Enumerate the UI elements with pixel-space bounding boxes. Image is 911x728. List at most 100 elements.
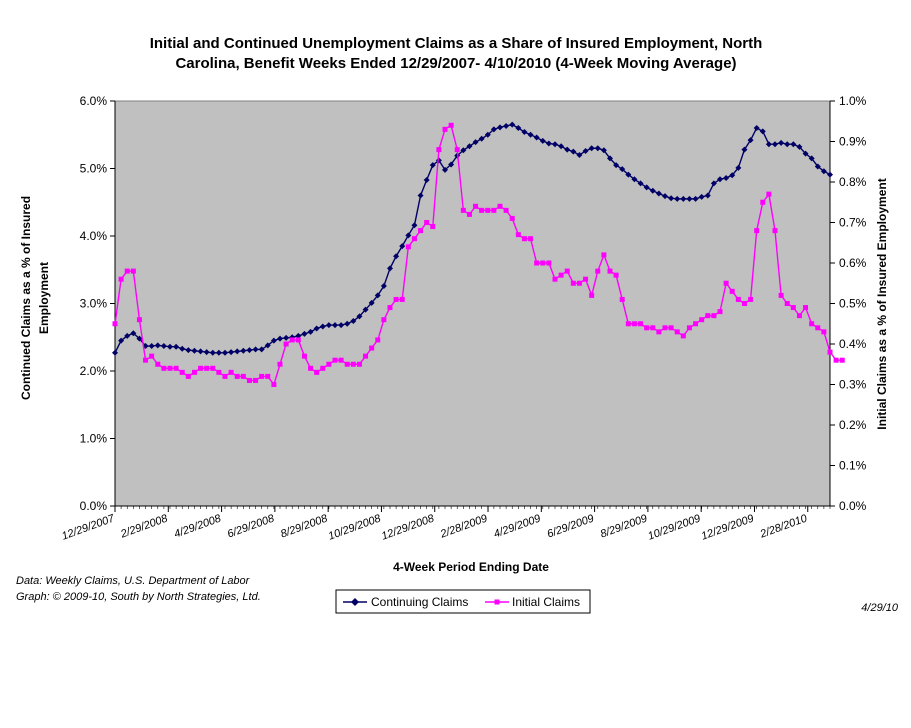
data-point	[656, 329, 662, 335]
data-point	[307, 328, 314, 335]
left-tick-label: 4.0%	[80, 229, 108, 243]
data-point	[173, 365, 179, 371]
data-point	[246, 347, 253, 354]
data-point	[411, 236, 417, 242]
source-note: Data: Weekly Claims, U.S. Department of …	[16, 575, 251, 587]
data-point	[191, 369, 197, 375]
data-point	[472, 139, 479, 146]
data-point	[185, 373, 191, 379]
data-point	[827, 171, 833, 178]
data-point	[527, 131, 534, 138]
data-point	[528, 236, 534, 242]
x-tick-label: 8/29/2008	[279, 512, 330, 540]
data-point	[124, 332, 131, 339]
data-point	[747, 137, 754, 144]
data-point	[387, 265, 393, 272]
data-point	[820, 168, 827, 175]
data-point	[637, 180, 644, 187]
data-point	[570, 148, 577, 155]
data-point	[264, 342, 271, 349]
data-point	[491, 207, 497, 213]
data-point	[772, 228, 778, 234]
data-point	[380, 282, 387, 289]
data-point	[325, 322, 332, 329]
data-point	[564, 268, 570, 274]
data-point	[295, 332, 302, 339]
data-point	[625, 321, 631, 327]
data-point	[283, 334, 290, 341]
data-point	[259, 373, 265, 379]
data-point	[479, 207, 485, 213]
data-point	[313, 325, 320, 332]
data-point	[167, 365, 173, 371]
data-point	[197, 348, 204, 355]
data-point	[136, 335, 143, 342]
data-point	[497, 203, 503, 209]
data-point	[796, 313, 802, 319]
data-point	[521, 129, 528, 136]
data-point	[515, 125, 522, 131]
data-point	[350, 361, 356, 367]
data-point	[759, 128, 766, 135]
data-point	[619, 166, 626, 173]
data-point	[191, 347, 198, 354]
data-point	[148, 343, 155, 350]
data-point	[680, 333, 686, 339]
data-point	[649, 187, 656, 194]
right-tick-label: 0.5%	[839, 297, 867, 311]
data-point	[362, 306, 369, 313]
data-point	[473, 203, 479, 209]
data-point	[662, 193, 668, 200]
x-axis-label: 4-Week Period Ending Date	[393, 560, 549, 574]
data-point	[198, 365, 204, 371]
data-point	[619, 296, 625, 302]
data-point	[485, 207, 491, 213]
data-point	[484, 131, 491, 138]
data-point	[723, 280, 729, 286]
data-point	[545, 140, 552, 147]
right-tick-label: 0.6%	[839, 256, 867, 270]
data-point	[283, 341, 289, 347]
chart-title-line-1: Initial and Continued Unemployment Claim…	[150, 35, 763, 52]
data-point	[753, 125, 760, 131]
data-point	[160, 343, 167, 350]
left-tick-label: 5.0%	[80, 162, 108, 176]
data-point	[448, 161, 455, 168]
data-point	[814, 163, 821, 170]
data-point	[546, 260, 552, 266]
data-point	[711, 313, 717, 319]
right-y-axis: 0.0% 0.1% 0.2% 0.3% 0.4% 0.5% 0.6% 0.7% 0.8% 0.9%…	[829, 94, 867, 513]
data-point	[600, 147, 607, 154]
data-point	[222, 373, 228, 379]
data-point	[460, 147, 467, 154]
data-point	[130, 330, 137, 337]
data-point	[741, 146, 748, 153]
data-point	[655, 190, 662, 197]
left-tick-label: 2.0%	[80, 364, 108, 378]
data-point	[234, 373, 240, 379]
data-point	[289, 337, 295, 343]
data-point	[209, 349, 216, 356]
right-tick-label: 0.1%	[839, 459, 867, 473]
data-point	[118, 337, 125, 344]
data-point	[271, 382, 277, 387]
data-point	[381, 317, 387, 323]
legend-marker-continuing	[351, 598, 359, 606]
data-point	[295, 337, 301, 343]
data-point	[350, 318, 357, 325]
data-point	[319, 323, 326, 330]
data-point	[314, 369, 320, 375]
x-tick-label: 10/29/2008	[327, 512, 384, 542]
data-point	[509, 121, 516, 128]
data-point	[240, 347, 247, 354]
data-point	[185, 347, 192, 354]
x-tick-label: 6/29/2008	[226, 512, 277, 540]
data-point	[748, 296, 754, 302]
data-point	[613, 162, 620, 169]
data-point	[833, 357, 839, 363]
data-point	[588, 145, 595, 152]
data-point	[784, 141, 791, 148]
data-point	[766, 191, 772, 197]
x-tick-label: 2/28/2009	[438, 513, 489, 541]
data-point	[558, 272, 564, 278]
